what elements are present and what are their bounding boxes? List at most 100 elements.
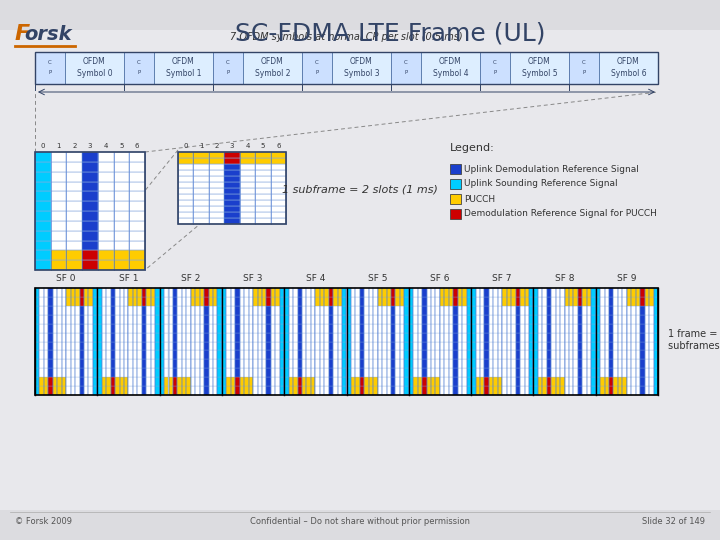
Bar [333, 315, 338, 323]
Bar [618, 359, 622, 368]
Bar [173, 333, 177, 341]
Text: P: P [226, 70, 230, 75]
Bar [248, 333, 253, 341]
Bar [503, 341, 507, 350]
Text: 2: 2 [215, 143, 219, 149]
Bar [253, 386, 258, 395]
Bar [627, 288, 631, 297]
Bar [422, 386, 426, 395]
Bar [191, 333, 195, 341]
Text: Symbol 3: Symbol 3 [343, 69, 379, 78]
Bar [178, 182, 194, 188]
Bar [369, 333, 373, 341]
Bar [387, 368, 391, 377]
Bar [529, 297, 534, 306]
Bar [640, 386, 644, 395]
Bar [351, 341, 356, 350]
Bar [177, 368, 182, 377]
Bar [556, 315, 560, 323]
Bar [275, 341, 280, 350]
Bar [462, 368, 467, 377]
Bar [111, 288, 115, 297]
Bar [71, 359, 75, 368]
Bar [66, 333, 71, 341]
Bar [600, 368, 605, 377]
Bar [475, 341, 480, 350]
Bar [493, 323, 498, 333]
Bar [364, 333, 369, 341]
Bar [297, 350, 302, 359]
Bar [44, 386, 48, 395]
Bar [271, 218, 286, 224]
Bar [191, 323, 195, 333]
Bar [631, 297, 636, 306]
Bar [209, 206, 225, 212]
Bar [97, 315, 102, 323]
Bar [382, 359, 387, 368]
Bar [130, 162, 145, 172]
Bar [471, 359, 475, 368]
Bar [605, 306, 609, 315]
Bar [168, 323, 173, 333]
Bar [605, 386, 609, 395]
Bar [289, 306, 293, 315]
Bar [82, 201, 98, 211]
Bar [418, 315, 422, 323]
Bar [613, 288, 618, 297]
Bar [360, 333, 364, 341]
Bar [418, 368, 422, 377]
Text: PUCCH: PUCCH [464, 194, 495, 204]
Bar [307, 297, 311, 306]
Bar [369, 288, 373, 297]
Bar [62, 368, 66, 377]
Bar [351, 359, 356, 368]
Bar [395, 306, 400, 315]
Bar [560, 315, 564, 323]
Bar [542, 386, 546, 395]
Bar [511, 386, 516, 395]
Bar [591, 306, 595, 315]
Bar [485, 297, 489, 306]
Bar [609, 306, 613, 315]
Bar [409, 323, 413, 333]
Bar [35, 240, 50, 251]
Text: 4: 4 [246, 143, 250, 149]
Bar [569, 377, 573, 386]
Bar [89, 315, 93, 323]
Bar [573, 315, 578, 323]
Bar [98, 221, 114, 231]
Bar [194, 218, 209, 224]
Bar [475, 377, 480, 386]
Text: 0: 0 [40, 143, 45, 149]
Bar [79, 288, 84, 297]
Bar [627, 368, 631, 377]
Bar [35, 288, 40, 297]
Bar [271, 297, 275, 306]
Bar [177, 288, 182, 297]
Bar [128, 359, 133, 368]
Bar [418, 297, 422, 306]
Bar [315, 315, 320, 323]
Bar [560, 386, 564, 395]
Bar [356, 288, 360, 297]
Bar [79, 359, 84, 368]
Bar [552, 288, 556, 297]
Bar [240, 218, 255, 224]
Text: Legend:: Legend: [450, 143, 495, 153]
Bar [454, 341, 458, 350]
Bar [600, 377, 605, 386]
Bar [591, 386, 595, 395]
Bar [320, 333, 324, 341]
Bar [293, 377, 297, 386]
Bar [177, 350, 182, 359]
Bar [480, 386, 485, 395]
Bar [475, 297, 480, 306]
Text: P: P [493, 70, 497, 75]
Bar [102, 333, 107, 341]
Bar [520, 350, 524, 359]
Bar [338, 306, 342, 315]
Bar [391, 52, 421, 84]
Bar [89, 288, 93, 297]
Bar [164, 297, 168, 306]
Bar [97, 377, 102, 386]
